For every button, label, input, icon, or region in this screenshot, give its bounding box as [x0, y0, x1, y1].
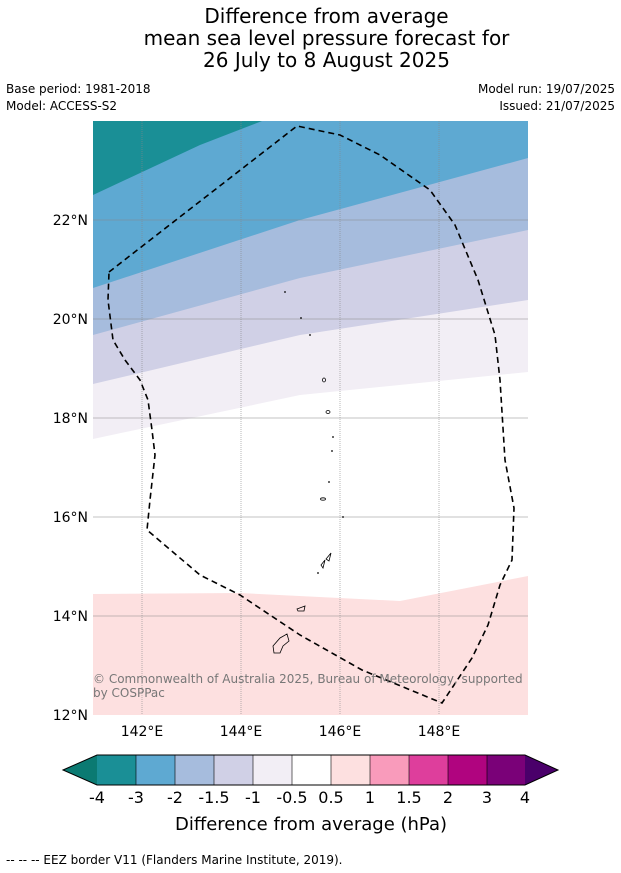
- islands: [272, 377, 332, 654]
- island-alamagan: [325, 410, 331, 414]
- band-positive-low: [93, 576, 528, 715]
- meta-left: Base period: 1981-2018 Model: ACCESS-S2: [6, 81, 151, 115]
- copyright-notice: © Commonwealth of Australia 2025, Bureau…: [93, 672, 523, 700]
- issued-date: Issued: 21/07/2025: [499, 99, 615, 113]
- colorbar-extend-low: [63, 755, 97, 785]
- map-area: [93, 121, 528, 715]
- lat-label-20: 20°N: [53, 312, 88, 328]
- title-line-2: mean sea level pressure forecast for: [143, 26, 510, 50]
- band-negative-2: [93, 121, 528, 288]
- islets: [284, 291, 344, 574]
- colorbar-label: -1.5: [198, 788, 229, 807]
- island-tinian: [320, 559, 326, 569]
- island-farallon-de-medinilla: [320, 497, 326, 501]
- colorbar-extend-high: [525, 755, 558, 785]
- colorbar-cell: [97, 755, 136, 785]
- islet: [332, 436, 334, 438]
- islet: [317, 572, 319, 574]
- colorbar-label: -3: [128, 788, 144, 807]
- graticule: [93, 121, 528, 715]
- lon-label-144: 144°E: [220, 724, 263, 740]
- islet: [300, 317, 302, 319]
- lat-label-16: 16°N: [53, 510, 88, 526]
- colorbar-cell: [370, 755, 409, 785]
- colorbar-label: -1: [245, 788, 261, 807]
- colorbar-cell: [331, 755, 370, 785]
- meta-right: Model run: 19/07/2025 Issued: 21/07/2025: [478, 81, 615, 115]
- lat-label-12: 12°N: [53, 708, 88, 724]
- model-name: Model: ACCESS-S2: [6, 99, 118, 113]
- islet: [331, 450, 333, 452]
- islet: [342, 516, 344, 518]
- colorbar-cell: [448, 755, 487, 785]
- colorbar: -4 -3 -2 -1.5 -1 -0.5 0.5 1 1.5 2 3 4 Di…: [61, 754, 560, 835]
- eez-border: [107, 125, 515, 704]
- colorbar-cell: [214, 755, 253, 785]
- island-pagan: [322, 377, 326, 383]
- band-negative-3: [93, 121, 262, 195]
- colorbar-label: -4: [89, 788, 105, 807]
- model-run: Model run: 19/07/2025: [477, 82, 615, 96]
- colorbar-cell: [136, 755, 175, 785]
- colorbar-label: 1: [365, 788, 375, 807]
- colorbar-label: 2: [443, 788, 453, 807]
- lat-label-22: 22°N: [53, 213, 88, 229]
- islet: [284, 291, 286, 293]
- colorbar-label: 1.5: [396, 788, 421, 807]
- eez-legend-note: -- -- -- EEZ border V11 (Flanders Marine…: [6, 853, 343, 867]
- island-saipan: [325, 552, 332, 562]
- base-period: Base period: 1981-2018: [6, 82, 151, 96]
- colorbar-outline: [61, 754, 560, 786]
- island-rota: [296, 605, 306, 612]
- colorbar-label: -2: [167, 788, 183, 807]
- islet: [309, 334, 311, 336]
- colorbar-cell: [409, 755, 448, 785]
- colorbar-cell: [292, 755, 331, 785]
- map-title: Difference from average mean sea level p…: [0, 5, 621, 71]
- colorbar-cell: [175, 755, 214, 785]
- title-line-1: Difference from average: [204, 4, 449, 28]
- lon-label-146: 146°E: [319, 724, 362, 740]
- lon-label-142: 142°E: [121, 724, 164, 740]
- title-line-3: 26 July to 8 August 2025: [203, 48, 450, 72]
- colorbar-cell: [253, 755, 292, 785]
- islet: [328, 481, 330, 483]
- island-guam: [272, 633, 290, 654]
- colorbar-label: 4: [520, 788, 530, 807]
- lat-label-14: 14°N: [53, 609, 88, 625]
- colorbar-label: 0.5: [318, 788, 343, 807]
- lon-label-148: 148°E: [418, 724, 461, 740]
- colorbar-title: Difference from average (hPa): [175, 814, 447, 835]
- colorbar-cell: [487, 755, 525, 785]
- colorbar-label: 3: [482, 788, 492, 807]
- lat-label-18: 18°N: [53, 411, 88, 427]
- colorbar-label: -0.5: [276, 788, 307, 807]
